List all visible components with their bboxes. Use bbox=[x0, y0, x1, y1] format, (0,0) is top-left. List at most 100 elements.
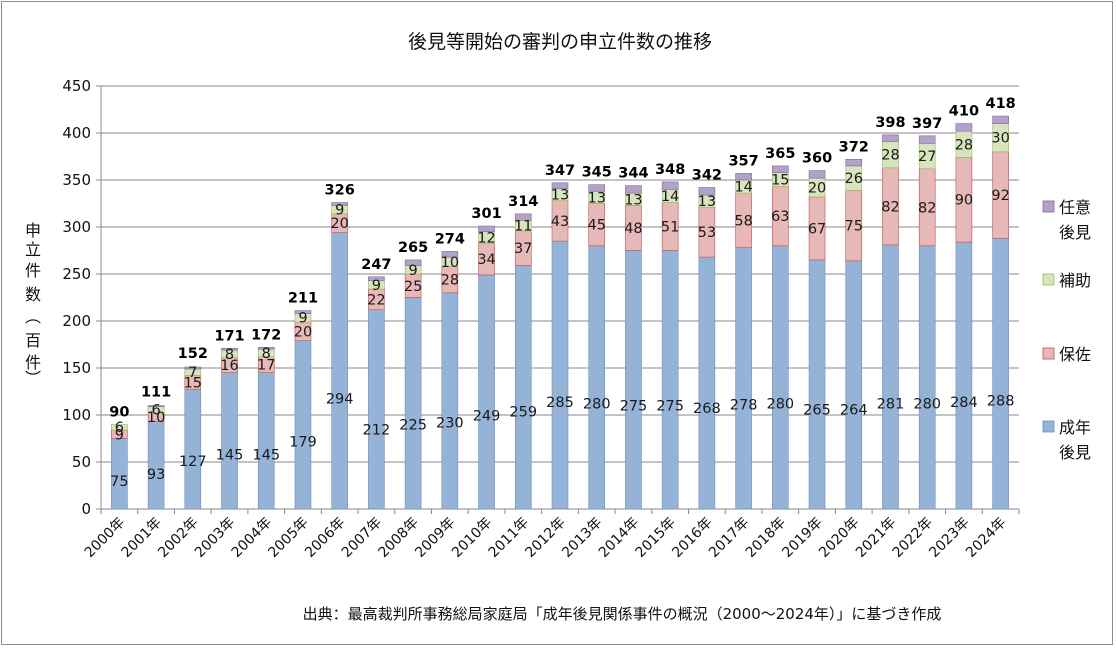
segment-label: 15 bbox=[184, 376, 202, 392]
bar-segment bbox=[368, 309, 385, 510]
bar-segment bbox=[698, 187, 716, 196]
y-tick-label: 400 bbox=[62, 124, 91, 142]
segment-label: 280 bbox=[913, 397, 941, 413]
segment-label: 249 bbox=[473, 408, 501, 424]
x-tick-label: 2023年 bbox=[926, 515, 972, 561]
bar-segment bbox=[111, 424, 128, 431]
bar-segment bbox=[514, 265, 532, 510]
segment-label: 264 bbox=[840, 403, 868, 419]
segment-label: 275 bbox=[620, 399, 648, 415]
bar-segment bbox=[882, 134, 899, 142]
total-label: 211 bbox=[288, 291, 318, 307]
x-tick-label: 2017年 bbox=[706, 515, 752, 561]
bar-stack bbox=[257, 347, 275, 510]
bar-segment bbox=[808, 259, 826, 510]
y-axis-label: 申立件数︵百件︶ bbox=[25, 221, 41, 388]
bar-segment bbox=[808, 170, 826, 179]
x-tick-label: 2016年 bbox=[669, 515, 715, 561]
y-axis-label-char: 件 bbox=[25, 353, 41, 372]
segment-label: 12 bbox=[477, 230, 495, 246]
bar-segment bbox=[625, 185, 642, 194]
chart-title: 後見等開始の審判の申立件数の推移 bbox=[408, 31, 712, 53]
x-tick-label: 2006年 bbox=[302, 515, 348, 561]
bar-segment bbox=[735, 247, 752, 510]
segment-label: 230 bbox=[436, 416, 464, 432]
x-tick-label: 2009年 bbox=[412, 515, 458, 561]
total-label: 172 bbox=[251, 327, 281, 343]
segment-label: 48 bbox=[624, 221, 642, 237]
y-tick-label: 350 bbox=[62, 171, 91, 189]
total-label: 342 bbox=[692, 168, 722, 184]
y-tick-label: 0 bbox=[81, 500, 91, 518]
segment-label: 26 bbox=[845, 171, 863, 187]
bar-stack bbox=[551, 182, 569, 510]
x-tick-label: 2013年 bbox=[559, 515, 605, 561]
total-label: 398 bbox=[875, 115, 905, 131]
bar-stack bbox=[955, 123, 973, 510]
bar-stack bbox=[735, 173, 752, 510]
segment-label: 259 bbox=[509, 405, 537, 421]
segment-label: 25 bbox=[404, 279, 422, 295]
bar-segment bbox=[331, 202, 348, 206]
segment-label: 13 bbox=[698, 194, 716, 210]
segment-label: 268 bbox=[693, 401, 721, 417]
segment-label: 20 bbox=[330, 216, 348, 232]
segment-label: 75 bbox=[110, 474, 128, 490]
legend-item: 成年後見 bbox=[1042, 418, 1091, 462]
bar-stack bbox=[221, 347, 238, 510]
y-tick-label: 250 bbox=[62, 265, 91, 283]
bar-segment bbox=[992, 237, 1009, 510]
bar-segment bbox=[661, 181, 679, 190]
bar-segment bbox=[955, 241, 973, 510]
total-label: 274 bbox=[435, 231, 465, 247]
bar-stack bbox=[368, 276, 385, 510]
y-tick-label: 50 bbox=[72, 453, 91, 471]
legend-swatch bbox=[1042, 420, 1055, 433]
bar-segment bbox=[404, 259, 422, 266]
bar-stack bbox=[147, 405, 165, 510]
bar-segment bbox=[882, 244, 899, 510]
segment-label: 13 bbox=[551, 188, 569, 204]
x-tick-label: 2003年 bbox=[192, 515, 238, 561]
segment-label: 212 bbox=[363, 422, 391, 438]
bar-stack bbox=[111, 424, 128, 510]
segment-label: 281 bbox=[877, 396, 905, 412]
segment-label: 37 bbox=[514, 241, 532, 257]
x-tick-label: 2014年 bbox=[596, 515, 642, 561]
total-label: 301 bbox=[471, 206, 501, 222]
segment-label: 145 bbox=[252, 447, 280, 463]
x-tick-label: 2015年 bbox=[633, 515, 679, 561]
segment-label: 275 bbox=[656, 399, 684, 415]
segment-label: 14 bbox=[734, 180, 752, 196]
bar-stack bbox=[514, 213, 532, 510]
x-tick-label: 2005年 bbox=[265, 515, 311, 561]
segment-label: 7 bbox=[188, 365, 197, 381]
legend-item: 補助 bbox=[1042, 271, 1091, 290]
bar-segment bbox=[588, 245, 606, 510]
x-tick-label: 2012年 bbox=[522, 515, 568, 561]
segment-label: 28 bbox=[441, 273, 459, 289]
segment-label: 63 bbox=[771, 209, 789, 225]
bar-segment bbox=[294, 340, 312, 510]
total-label: 418 bbox=[985, 96, 1015, 112]
total-label: 360 bbox=[802, 151, 832, 167]
x-tick-label: 2019年 bbox=[779, 515, 825, 561]
bar-segment bbox=[478, 274, 495, 510]
x-tick-label: 2000年 bbox=[82, 515, 128, 561]
total-label: 347 bbox=[545, 163, 575, 179]
legend-label: 任意 bbox=[1059, 198, 1091, 217]
legend-label: 成年 bbox=[1059, 418, 1091, 437]
segment-label: 285 bbox=[546, 395, 574, 411]
bar-segment bbox=[147, 405, 165, 407]
segment-label: 51 bbox=[661, 220, 679, 236]
segment-label: 8 bbox=[225, 347, 234, 363]
legend-swatch bbox=[1042, 200, 1055, 213]
segment-label: 6 bbox=[151, 402, 160, 418]
y-axis-label-char: 百 bbox=[25, 331, 41, 350]
bar-segment bbox=[331, 232, 348, 510]
bar-segment bbox=[441, 292, 459, 510]
bar-segment bbox=[257, 347, 275, 350]
segment-label: 20 bbox=[808, 181, 826, 197]
